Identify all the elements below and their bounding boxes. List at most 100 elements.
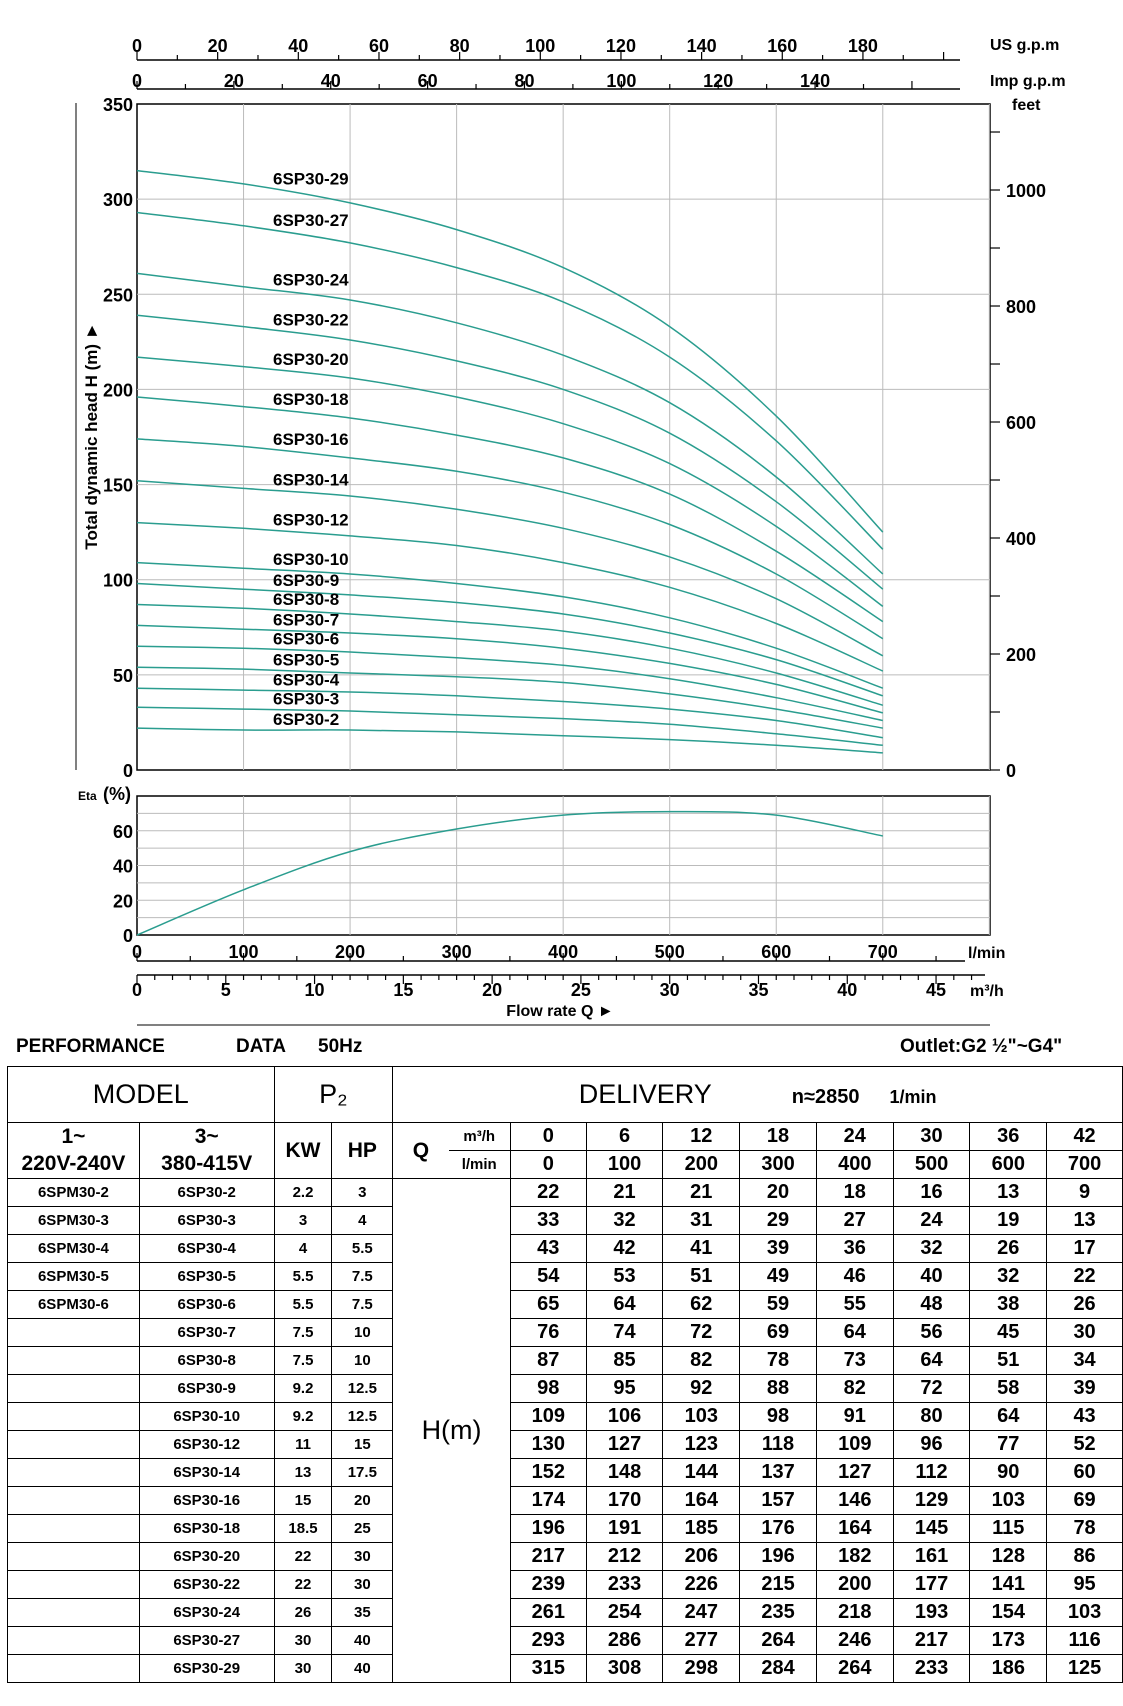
head-value: 21 — [662, 1178, 741, 1207]
table-row: 6SPM30-5 6SP30-5 5.5 7.5 54 53 51 49 46 40 32 22 — [7, 1262, 1123, 1291]
kw-value: 4 — [273, 1234, 333, 1263]
head-value: 90 — [969, 1458, 1048, 1487]
head-value: 46 — [815, 1262, 894, 1291]
single-phase-model — [7, 1402, 140, 1431]
hp-value: 15 — [331, 1430, 394, 1459]
head-value: 54 — [509, 1262, 587, 1291]
head-curve-6SP30-5 — [136, 666, 883, 729]
m3h-tick-label: 20 — [482, 980, 502, 1000]
head-value: 115 — [969, 1514, 1048, 1543]
head-value: 33 — [509, 1206, 587, 1235]
hp-value: 12.5 — [331, 1402, 394, 1431]
three-phase-model: 6SP30-3 — [138, 1206, 275, 1235]
hp-value: 30 — [331, 1542, 394, 1571]
curve-label-6SP30-27: 6SP30-27 — [273, 211, 349, 230]
head-value: 109 — [509, 1402, 587, 1431]
head-value: 59 — [739, 1290, 817, 1319]
lmin-unit-label: l/min — [968, 945, 1005, 962]
us-gpm-tick-label: 100 — [525, 36, 555, 56]
chart-grid — [137, 104, 990, 935]
head-value: 98 — [739, 1402, 817, 1431]
kw-value: 9.2 — [273, 1402, 333, 1431]
head-curve-6SP30-16 — [136, 438, 884, 640]
feet-tick-label: 1000 — [1006, 181, 1046, 201]
head-value: 77 — [969, 1430, 1048, 1459]
performance-data-label: DATA — [236, 1036, 286, 1057]
single-phase-model — [7, 1430, 140, 1459]
curve-labels: 6SP30-29 6SP30-27 6SP30-24 6SP30-22 6SP30-20… — [273, 170, 349, 729]
table-row: 6SP30-22 22 30 239 233 226 215 200 177 141 95 — [7, 1570, 1123, 1599]
three-phase-model: 6SP30-14 — [138, 1458, 275, 1487]
head-value: 193 — [892, 1598, 971, 1627]
eta-y-tick-label: 20 — [113, 891, 133, 911]
kw-value: 2.2 — [273, 1178, 333, 1207]
three-phase-model: 6SP30-5 — [138, 1262, 275, 1291]
delivery-label: DELIVERY — [578, 1079, 712, 1109]
head-value: 18 — [815, 1178, 894, 1207]
hp-value: 4 — [331, 1206, 394, 1235]
unit-m3h: m³/h — [448, 1122, 511, 1151]
table-row: 6SP30-27 30 40 293 286 277 264 246 217 173 116 — [7, 1626, 1123, 1655]
head-value: 40 — [892, 1262, 971, 1291]
head-y-tick-label: 200 — [103, 380, 133, 400]
kw-value: 18.5 — [273, 1514, 333, 1543]
lmin-tick-label: 300 — [442, 942, 472, 962]
lmin-tick-label: 400 — [548, 942, 578, 962]
head-y-tick-label: 0 — [123, 761, 133, 781]
head-value: 24 — [892, 1206, 971, 1235]
head-value: 76 — [509, 1318, 587, 1347]
kw-value: 5.5 — [273, 1262, 333, 1291]
three-phase-model: 6SP30-6 — [138, 1290, 275, 1319]
phase3-header: 3~ — [138, 1122, 275, 1151]
head-value: 29 — [739, 1206, 817, 1235]
three-phase-model: 6SP30-7 — [138, 1318, 275, 1347]
head-value: 64 — [815, 1318, 894, 1347]
head-value: 39 — [739, 1234, 817, 1263]
single-phase-model — [7, 1346, 140, 1375]
imp-gpm-tick-label: 140 — [800, 71, 830, 91]
table-row: 6SP30-29 30 40 315 308 298 284 264 233 186 125 — [7, 1654, 1123, 1683]
head-value: 78 — [1046, 1514, 1123, 1543]
head-value: 72 — [892, 1374, 971, 1403]
head-y-tick-label: 250 — [103, 285, 133, 305]
imp-gpm-tick-label: 40 — [321, 71, 341, 91]
head-value: 127 — [815, 1458, 894, 1487]
q-lmin-value: 100 — [585, 1150, 664, 1179]
us-gpm-tick-label: 40 — [288, 36, 308, 56]
head-value: 73 — [815, 1346, 894, 1375]
head-value: 106 — [585, 1402, 664, 1431]
table-row: 6SPM30-2 6SP30-2 2.2 3 H(m) 22 21 21 20 18 16 13 9 — [7, 1178, 1123, 1683]
m3h-tick-label: 45 — [926, 980, 946, 1000]
head-curve-6SP30-3 — [136, 706, 883, 747]
three-phase-model: 6SP30-10 — [138, 1402, 275, 1431]
imp-gpm-tick-label: 100 — [606, 71, 636, 91]
head-value: 118 — [739, 1430, 817, 1459]
speed-label: n≈2850 — [791, 1086, 860, 1108]
voltage3-header: 380-415V — [138, 1150, 275, 1179]
head-value: 9 — [1046, 1178, 1123, 1207]
flow-rate-label: Flow rate Q ► — [506, 1003, 613, 1020]
single-phase-model — [7, 1514, 140, 1543]
single-phase-model: 6SPM30-6 — [7, 1290, 140, 1319]
head-value: 80 — [892, 1402, 971, 1431]
m3h-tick-label: 10 — [305, 980, 325, 1000]
hp-value: 20 — [331, 1486, 394, 1515]
lmin-tick-label: 500 — [655, 942, 685, 962]
head-value: 45 — [969, 1318, 1048, 1347]
m3h-tick-label: 30 — [660, 980, 680, 1000]
head-value: 277 — [662, 1626, 741, 1655]
curve-label-6SP30-14: 6SP30-14 — [273, 471, 349, 490]
three-phase-model: 6SP30-16 — [138, 1486, 275, 1515]
q-m3h-value: 36 — [969, 1122, 1048, 1151]
m3h-tick-label: 35 — [748, 980, 768, 1000]
table-row: 6SP30-18 18.5 25 196 191 185 176 164 145 115 78 — [7, 1514, 1123, 1543]
head-value: 64 — [892, 1346, 971, 1375]
single-phase-model — [7, 1374, 140, 1403]
head-value: 200 — [815, 1570, 894, 1599]
head-value: 82 — [662, 1346, 741, 1375]
head-value: 92 — [662, 1374, 741, 1403]
head-value: 58 — [969, 1374, 1048, 1403]
us-gpm-unit-label: US g.p.m — [990, 37, 1059, 54]
head-value: 87 — [509, 1346, 587, 1375]
head-value: 315 — [509, 1654, 587, 1683]
